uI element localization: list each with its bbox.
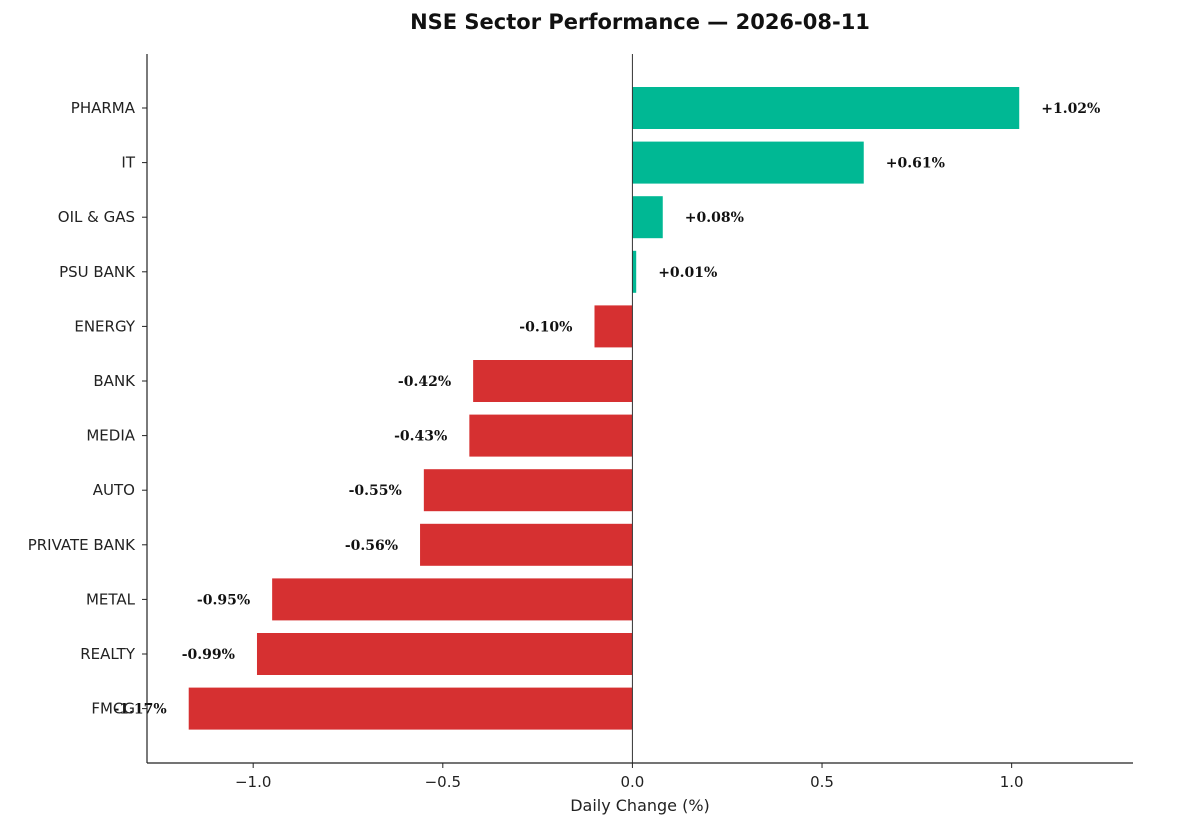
x-axis-label: Daily Change (%) (570, 796, 710, 815)
data-label-psu-bank: +0.01% (658, 265, 717, 281)
bar-auto (423, 469, 633, 512)
data-label-fmcg: -1.17% (113, 702, 166, 718)
data-label-realty: -0.99% (182, 647, 235, 663)
x-tick-label: 0.0 (620, 773, 644, 791)
bar-metal (272, 578, 633, 621)
data-label-media: -0.43% (394, 429, 447, 445)
bar-fmcg (188, 687, 633, 730)
data-label-it: +0.61% (886, 156, 945, 172)
bar-media (469, 414, 633, 457)
y-tick-label-metal: METAL (86, 590, 136, 608)
bar-realty (256, 633, 633, 675)
y-tick-label-media: MEDIA (86, 427, 135, 445)
chart-title: NSE Sector Performance — 2026-08-11 (410, 10, 870, 34)
data-label-pharma: +1.02% (1041, 101, 1100, 117)
y-tick-label-oil-gas: OIL & GAS (58, 208, 135, 226)
x-tick-label: −0.5 (425, 773, 461, 791)
y-tick-label-auto: AUTO (93, 481, 135, 499)
bar-energy (594, 305, 633, 348)
data-labels-group: +1.02% +0.61% +0.08% +0.01% -0.10% -0.42% -0.4… (113, 101, 1100, 718)
data-label-bank: -0.42% (398, 374, 451, 390)
y-tick-label-private-bank: PRIVATE BANK (28, 536, 136, 554)
y-tick-label-fmcg: FMCG (91, 700, 135, 718)
y-axis-ticks: PHARMA IT OIL & GAS PSU BANK ENERGY BANK MEDIA… (28, 99, 147, 718)
y-tick-label-bank: BANK (93, 372, 136, 390)
x-tick-label: 1.0 (1000, 773, 1024, 791)
bar-pharma (632, 87, 1020, 129)
x-tick-label: 0.5 (810, 773, 834, 791)
bar-psu-bank (632, 250, 637, 293)
data-label-metal: -0.95% (197, 592, 250, 608)
y-tick-label-realty: REALTY (80, 645, 136, 663)
y-tick-label-energy: ENERGY (74, 317, 135, 335)
bars-group (188, 87, 1020, 730)
y-tick-label-pharma: PHARMA (71, 99, 136, 117)
bar-private-bank (420, 523, 633, 566)
x-tick-label: −1.0 (235, 773, 271, 791)
x-axis-ticks: −1.0 −0.5 0.0 0.5 1.0 (235, 763, 1024, 791)
data-label-oil-gas: +0.08% (685, 210, 744, 226)
y-tick-label-psu-bank: PSU BANK (59, 263, 136, 281)
bar-it (632, 141, 864, 184)
data-label-auto: -0.55% (349, 483, 402, 499)
bar-bank (473, 360, 633, 402)
y-tick-label-it: IT (121, 154, 135, 172)
data-label-energy: -0.10% (519, 319, 572, 335)
bar-oil-gas (632, 196, 663, 239)
data-label-private-bank: -0.56% (345, 538, 398, 554)
